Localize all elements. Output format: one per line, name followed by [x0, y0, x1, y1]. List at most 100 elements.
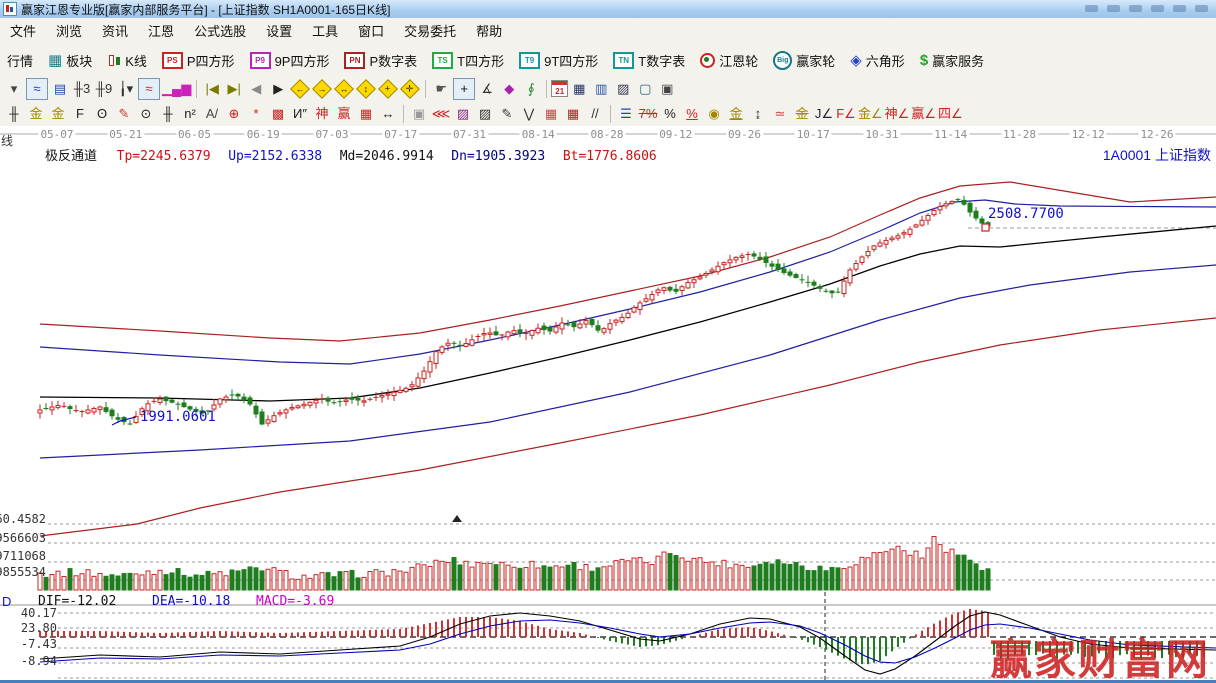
gold-circle-tool[interactable]: ◉ [708, 105, 720, 121]
first-bar-button[interactable]: |◀ [205, 80, 219, 96]
sectors-button[interactable]: ▦ 板块 [45, 49, 95, 72]
t-table-button[interactable]: TN T数字表 [610, 49, 688, 72]
color-histogram-tool[interactable]: ▁▄▆ [162, 80, 192, 96]
red-grid-tool[interactable]: ▦ [544, 105, 558, 121]
n2-tool[interactable]: n² [184, 105, 196, 121]
blue-wave-tool[interactable]: ≈ [26, 77, 48, 100]
gold-ruler2-tool[interactable]: 金 [51, 105, 65, 121]
pane-label-macd: D [2, 594, 12, 609]
magenta-shape-tool[interactable]: ◆ [504, 80, 515, 96]
main-chart-svg[interactable] [0, 126, 1216, 683]
k-prime-tool[interactable]: И″ [293, 105, 307, 121]
zoom-in-button[interactable]: + [378, 78, 399, 99]
menu-item-交易委托[interactable]: 交易委托 [404, 23, 457, 39]
f-ruler-tool[interactable]: F [76, 105, 84, 121]
calculator-tool[interactable]: ▦ [573, 80, 586, 96]
crosshair-tool[interactable]: + [453, 77, 476, 100]
menu-item-工具[interactable]: 工具 [312, 23, 339, 39]
purple-fan-box-tool[interactable]: ▨ [456, 105, 470, 121]
menu-item-窗口[interactable]: 窗口 [358, 23, 385, 39]
kline-3-tool[interactable]: ╫3 [73, 80, 91, 96]
ying-ruler-tool[interactable]: 赢 [337, 105, 351, 121]
prev-bar-button[interactable]: ◀ [251, 80, 262, 96]
last-bar-button[interactable]: ▶| [227, 80, 241, 96]
candle-style-dropdown[interactable]: ╽▾ [118, 80, 134, 96]
menu-item-资讯[interactable]: 资讯 [102, 23, 129, 39]
parallel-lines-tool[interactable]: // [591, 105, 599, 121]
p-table-button[interactable]: PN P数字表 [341, 49, 420, 72]
blue-gann-box-tool[interactable]: ☰ [620, 105, 632, 121]
j-angle-tool[interactable]: J∠ [814, 105, 834, 121]
gold-ruler-tool[interactable]: 金 [29, 105, 43, 121]
pencil-angle-tool[interactable]: ✎ [501, 105, 513, 121]
calendar-tool[interactable]: 21 [551, 80, 569, 97]
quotes-button[interactable]: 行情 [4, 49, 36, 72]
candle-flag-tool[interactable]: ↨ [754, 105, 762, 121]
zoom-all-button[interactable]: ✛ [400, 78, 421, 99]
export-tool[interactable]: ▢ [639, 80, 652, 96]
menu-item-江恩[interactable]: 江恩 [148, 23, 175, 39]
f-angle-tool[interactable]: F∠ [836, 105, 856, 121]
star-wheel-tool[interactable]: * [253, 105, 259, 121]
ying-angle-tool[interactable]: 赢∠ [911, 105, 936, 121]
green-knot-tool[interactable]: ∮ [527, 80, 535, 96]
target-compass-tool[interactable]: ⊕ [228, 105, 240, 121]
gold-bar-tool[interactable]: 金 [729, 105, 743, 121]
red-fan-tool[interactable]: ⋘ [431, 105, 451, 121]
9t-square-button[interactable]: T9 9T四方形 [516, 49, 601, 72]
percent-line-tool[interactable]: % [686, 105, 698, 121]
percent-7-tool[interactable]: 7% [638, 105, 658, 121]
span-arrows-tool[interactable]: ↔ [381, 105, 395, 121]
v-dotted-tool[interactable]: ⋁ [523, 105, 535, 121]
print-tool[interactable]: ▣ [661, 80, 674, 96]
menu-item-浏览[interactable]: 浏览 [56, 23, 83, 39]
grid-123-tool[interactable]: ▦ [359, 105, 373, 121]
spiral-tool[interactable]: ʘ [96, 105, 108, 121]
menu-item-设置[interactable]: 设置 [266, 23, 293, 39]
angle-measure-tool[interactable]: ∡ [481, 80, 494, 96]
gann-wheel-button[interactable]: 江恩轮 [697, 49, 761, 72]
shen-ruler-tool[interactable]: 神 [315, 105, 329, 121]
hand-tool[interactable]: ☛ [435, 80, 448, 96]
a-line-tool[interactable]: A/ [205, 105, 219, 121]
gold-strike-tool[interactable]: 金 [795, 105, 809, 121]
percent-tool[interactable]: % [664, 105, 676, 121]
t-square-button[interactable]: TS T四方形 [429, 49, 507, 72]
kline-button[interactable]: K线 [104, 49, 150, 72]
window-frame-tool[interactable]: ▣ [412, 105, 426, 121]
macd-dif-value: DIF=-12.02 [38, 594, 117, 609]
winner-service-button[interactable]: $ 赢家服务 [917, 49, 987, 72]
9p-square-button[interactable]: P9 9P四方形 [247, 49, 333, 72]
red-wave-tool[interactable]: ≈ [138, 77, 160, 100]
menu-item-文件[interactable]: 文件 [10, 23, 37, 39]
menu-item-公式选股[interactable]: 公式选股 [194, 23, 247, 39]
hexagon-button[interactable]: ◈ 六角形 [847, 49, 908, 72]
kline-9-tool[interactable]: ╫9 [95, 80, 113, 96]
gann-ruler-tool[interactable]: ╫ [9, 105, 19, 121]
clipboard-tool[interactable]: ▤ [53, 80, 67, 96]
save-tool[interactable]: ▨ [617, 80, 630, 96]
macd-value: MACD=-3.69 [256, 594, 335, 609]
view-dropdown-caret[interactable]: ▾ [10, 80, 18, 96]
winner-wheel-button[interactable]: Big 赢家轮 [770, 49, 838, 72]
gold-angle-tool[interactable]: 金∠ [858, 105, 883, 121]
p-square-button[interactable]: PS P四方形 [159, 49, 238, 72]
ruler2-tool[interactable]: ╫ [163, 105, 173, 121]
dark-fan-box-tool[interactable]: ▨ [478, 105, 492, 121]
red-grid-box-tool[interactable]: ▦ [566, 105, 580, 121]
9t-square-button-label: 9T四方形 [544, 53, 599, 69]
menu-item-帮助[interactable]: 帮助 [476, 23, 503, 39]
pan-left-button[interactable]: ← [290, 78, 311, 99]
wave-band-tool[interactable]: ≃ [774, 105, 786, 121]
shen-angle-tool[interactable]: 神∠ [884, 105, 910, 121]
time-circle-tool[interactable]: ⊙ [140, 105, 152, 121]
expand-horizontal-button[interactable]: ↔ [334, 78, 355, 99]
pen-tool[interactable]: ✎ [118, 105, 130, 121]
notepad-tool[interactable]: ▥ [595, 80, 608, 96]
expand-vertical-button[interactable]: ↕ [356, 78, 377, 99]
four-angle-tool[interactable]: 四∠ [937, 105, 963, 121]
square-spiral-tool[interactable]: ▩ [271, 105, 285, 121]
next-bar-button[interactable]: ▶ [273, 80, 284, 96]
pan-right-button[interactable]: → [312, 78, 333, 99]
